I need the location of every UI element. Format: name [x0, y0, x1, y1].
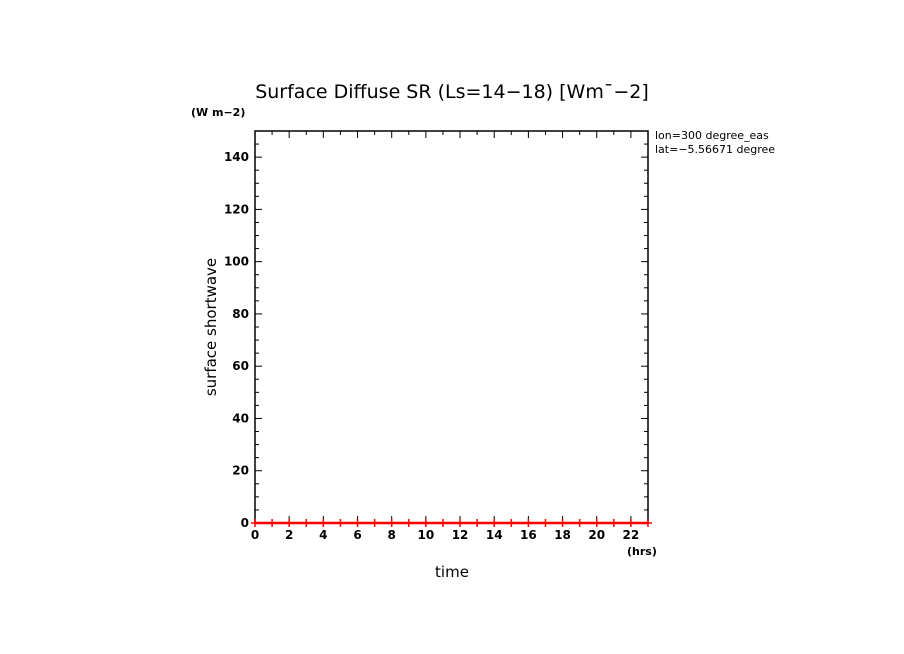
data-point: [541, 519, 550, 527]
data-point: [421, 519, 430, 527]
data-point: [558, 519, 567, 527]
y-tick-label: 120: [224, 202, 249, 216]
x-unit-label: (hrs): [627, 545, 657, 558]
data-point: [592, 519, 601, 527]
annotation-lon: lon=300 degree_eas: [655, 129, 769, 142]
x-tick-label: 2: [285, 528, 293, 542]
data-point: [575, 519, 584, 527]
data-point: [473, 519, 482, 527]
data-point: [370, 519, 379, 527]
y-tick-label: 100: [224, 255, 249, 269]
x-axis-label: time: [435, 563, 469, 581]
x-tick-label: 14: [486, 528, 503, 542]
data-point: [490, 519, 499, 527]
x-tick-label: 0: [251, 528, 259, 542]
series-layer: [251, 519, 652, 527]
x-tick-label: 12: [452, 528, 469, 542]
data-point: [456, 519, 465, 527]
data-point: [507, 519, 516, 527]
plot-frame: [254, 130, 649, 524]
data-point: [302, 519, 311, 527]
x-tick-label: 16: [520, 528, 537, 542]
y-tick-label: 20: [232, 464, 249, 478]
chart-title: Surface Diffuse SR (Ls=14−18) [Wm¯−2]: [255, 81, 649, 103]
y-axis-label: surface shortwave: [202, 258, 220, 396]
y-unit-label: (W m−2): [191, 106, 245, 119]
data-point: [644, 519, 652, 527]
x-tick-label: 18: [554, 528, 571, 542]
data-point: [268, 519, 277, 527]
y-tick-label: 40: [232, 411, 249, 425]
data-point: [609, 519, 618, 527]
data-point: [353, 519, 362, 527]
data-point: [438, 519, 447, 527]
x-tick-label: 20: [588, 528, 605, 542]
data-point: [626, 519, 635, 527]
x-tick-label: 10: [418, 528, 435, 542]
data-point: [285, 519, 294, 527]
data-point: [524, 519, 533, 527]
data-point: [387, 519, 396, 527]
x-tick-label: 4: [319, 528, 327, 542]
x-ticks: 0 2 4 6 8 10 12 14 16 18 20 22: [251, 131, 649, 542]
y-tick-label: 140: [224, 150, 249, 164]
y-tick-label: 80: [232, 307, 249, 321]
axes: [254, 130, 649, 524]
data-point: [336, 519, 345, 527]
data-point: [319, 519, 328, 527]
x-tick-label: 6: [353, 528, 361, 542]
data-point: [404, 519, 413, 527]
x-tick-label: 8: [388, 528, 396, 542]
y-tick-label: 60: [232, 359, 249, 373]
data-point: [251, 519, 259, 527]
annotation-lat: lat=−5.56671 degree: [655, 143, 775, 156]
y-tick-label: 0: [241, 516, 249, 530]
y-ticks: 0 20 40 60 80 100 120 140: [224, 130, 648, 530]
x-tick-label: 22: [623, 528, 640, 542]
